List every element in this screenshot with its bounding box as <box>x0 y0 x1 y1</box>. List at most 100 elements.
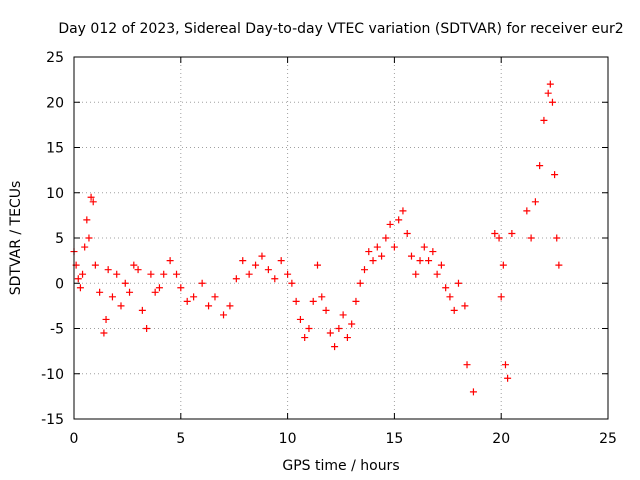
data-point <box>264 266 272 274</box>
data-point <box>403 229 411 237</box>
data-point <box>85 234 93 242</box>
data-point <box>271 275 279 283</box>
data-point <box>544 89 552 97</box>
data-point <box>378 252 386 260</box>
x-tick-label: 15 <box>385 431 403 447</box>
data-point <box>527 234 535 242</box>
data-point <box>121 279 129 287</box>
x-tick-label: 25 <box>599 431 617 447</box>
data-point <box>399 207 407 215</box>
data-point <box>386 220 394 228</box>
data-point <box>553 234 561 242</box>
data-point <box>91 261 99 269</box>
y-tick-label: 10 <box>46 186 64 202</box>
data-point <box>318 293 326 301</box>
data-point <box>365 248 373 256</box>
data-point <box>348 320 356 328</box>
data-point <box>102 315 110 323</box>
data-point <box>309 297 317 305</box>
data-point <box>504 374 512 382</box>
data-point <box>356 279 364 287</box>
data-point <box>96 288 104 296</box>
data-point <box>74 275 82 283</box>
data-point <box>104 266 112 274</box>
data-point <box>360 266 368 274</box>
data-point <box>220 311 228 319</box>
data-point <box>373 243 381 251</box>
data-point <box>79 270 87 278</box>
x-axis-label: GPS time / hours <box>282 458 399 474</box>
data-point <box>335 325 343 332</box>
y-tick-label: 15 <box>46 141 64 157</box>
data-point <box>126 288 134 296</box>
data-point <box>301 334 309 342</box>
data-point <box>134 266 142 274</box>
data-point <box>277 257 285 265</box>
data-point <box>531 198 539 206</box>
data-point <box>555 261 563 269</box>
y-tick-label: 25 <box>46 50 64 66</box>
data-point <box>429 248 437 256</box>
data-point <box>395 216 403 224</box>
data-point <box>497 293 505 301</box>
data-point <box>442 284 450 292</box>
data-point <box>205 302 213 310</box>
data-point <box>305 325 313 332</box>
y-tick-label: -5 <box>50 322 64 338</box>
data-point <box>83 216 91 224</box>
x-tick-label: 10 <box>279 431 297 447</box>
data-point <box>425 257 433 265</box>
data-point <box>284 270 292 278</box>
y-tick-label: 5 <box>55 231 64 247</box>
y-tick-label: -10 <box>41 367 64 383</box>
y-axis-label: SDTVAR / TECUs <box>8 181 24 296</box>
data-point <box>160 270 168 278</box>
data-point <box>190 293 198 301</box>
data-point <box>433 270 441 278</box>
data-point <box>326 329 334 337</box>
data-point <box>108 293 116 301</box>
data-point <box>501 361 509 369</box>
x-tick-label: 0 <box>70 431 79 447</box>
data-point <box>499 261 507 269</box>
data-point <box>461 302 469 310</box>
axis-ticks: 0 5 10 15 20 25 -15 -10 -5 0 5 10 15 20 25 <box>41 50 617 447</box>
data-point <box>382 234 390 242</box>
data-point <box>390 243 398 251</box>
data-point <box>331 343 339 351</box>
x-tick-label: 5 <box>176 431 185 447</box>
data-point <box>339 311 347 319</box>
data-point <box>540 116 548 124</box>
data-point <box>536 162 544 170</box>
data-point <box>117 302 125 310</box>
data-point <box>352 297 360 305</box>
data-points <box>70 80 563 396</box>
data-point <box>173 270 181 278</box>
data-point <box>76 284 84 292</box>
data-point <box>495 234 503 242</box>
data-point <box>166 257 174 265</box>
data-point <box>177 284 185 292</box>
data-point <box>407 252 415 260</box>
data-point <box>151 288 159 296</box>
data-point <box>89 198 97 206</box>
data-point <box>491 229 499 237</box>
data-point <box>437 261 445 269</box>
data-point <box>258 252 266 260</box>
data-point <box>113 270 121 278</box>
y-tick-label: 20 <box>46 95 64 111</box>
data-point <box>369 257 377 265</box>
data-point <box>546 80 554 88</box>
data-point <box>239 257 247 265</box>
grid-lines <box>74 57 608 419</box>
data-point <box>245 270 253 278</box>
y-tick-label: 0 <box>55 276 64 292</box>
data-point <box>130 261 138 269</box>
y-tick-label: -15 <box>41 412 64 428</box>
data-point <box>198 279 206 287</box>
data-point <box>147 270 155 278</box>
data-point <box>523 207 531 215</box>
data-point <box>288 279 296 287</box>
